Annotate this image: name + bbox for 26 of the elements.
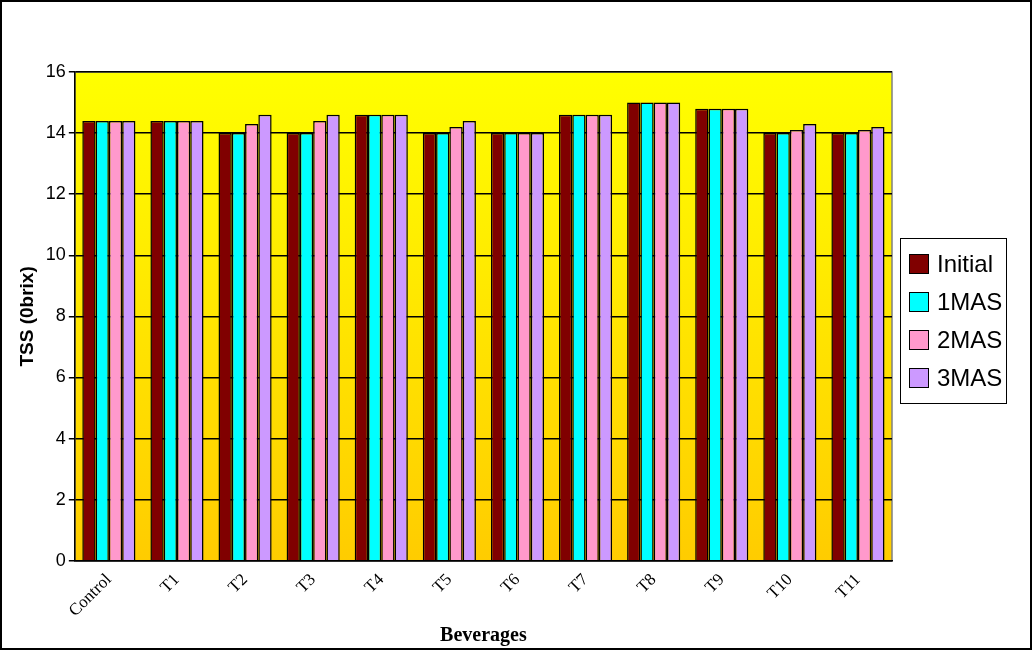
y-tick-label: 0 bbox=[55, 549, 66, 570]
x-tick-label: T2 bbox=[224, 569, 252, 597]
x-axis-title: Beverages bbox=[440, 623, 527, 647]
legend-label: Initial bbox=[937, 250, 994, 278]
x-tick-label: T7 bbox=[564, 569, 592, 597]
y-tick-label: 6 bbox=[55, 366, 66, 387]
x-tick-label: T10 bbox=[763, 569, 796, 603]
x-tick-label: T9 bbox=[700, 569, 728, 597]
y-tick-label: 16 bbox=[45, 60, 66, 81]
x-tick-label: T6 bbox=[496, 569, 524, 597]
x-tick-label: T11 bbox=[831, 569, 864, 602]
y-tick-label: 8 bbox=[55, 305, 66, 326]
x-tick-label: T8 bbox=[632, 569, 660, 597]
x-tick-label: T3 bbox=[292, 569, 320, 597]
y-axis-title: TSS (0brix) bbox=[15, 266, 37, 367]
y-tick-label: 4 bbox=[55, 427, 66, 448]
y-tick-label: 14 bbox=[45, 122, 66, 143]
legend-label: 2MAS bbox=[937, 326, 1003, 354]
x-tick-label: T5 bbox=[428, 569, 456, 597]
y-tick-label: 10 bbox=[45, 244, 66, 265]
text: 3MAS bbox=[937, 364, 1003, 392]
y-tick-label: 12 bbox=[45, 183, 66, 204]
y-tick-label: 2 bbox=[55, 488, 66, 509]
x-tick-label: T4 bbox=[360, 569, 388, 597]
legend-label: 1MAS bbox=[937, 288, 1003, 316]
x-tick-label: T1 bbox=[156, 569, 183, 597]
